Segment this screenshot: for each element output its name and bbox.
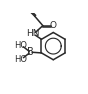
Text: O: O xyxy=(50,21,57,30)
Text: HO: HO xyxy=(15,41,28,50)
Text: B: B xyxy=(27,47,34,57)
Text: HO: HO xyxy=(15,55,28,64)
Text: HN: HN xyxy=(27,29,40,38)
